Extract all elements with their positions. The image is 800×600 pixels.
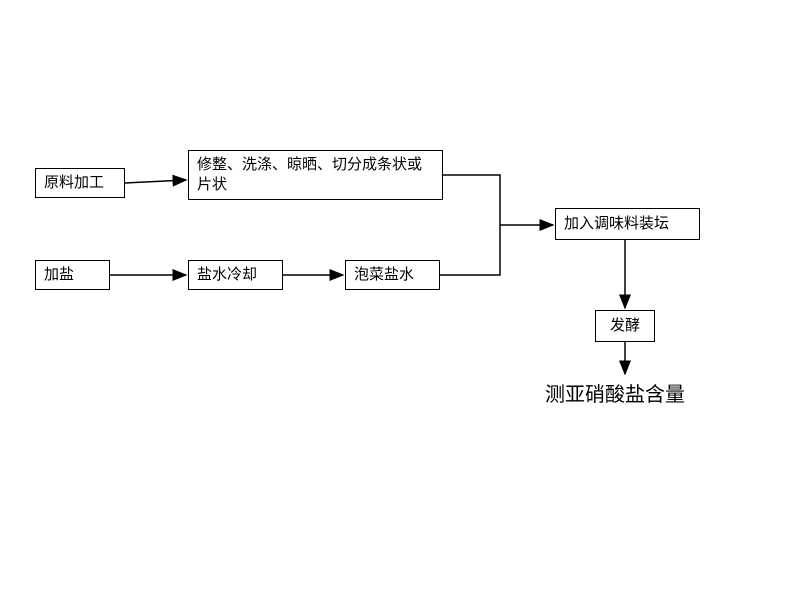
node-label: 加盐 [44,265,74,285]
node-label: 盐水冷却 [197,265,257,285]
flowchart-arrows [0,0,800,600]
node-add-salt: 加盐 [35,260,110,290]
node-ferment: 发酵 [595,310,655,342]
output-label: 测亚硝酸盐含量 [545,378,685,407]
node-seasoning-jar: 加入调味料装坛 [555,208,700,240]
node-label: 泡菜盐水 [354,265,414,285]
node-pickle-brine: 泡菜盐水 [345,260,440,290]
output-text: 测亚硝酸盐含量 [545,384,685,406]
node-raw-processing: 原料加工 [35,168,125,198]
node-label: 发酵 [610,316,640,336]
node-brine-cool: 盐水冷却 [188,260,283,290]
node-label: 加入调味料装坛 [564,214,669,234]
node-trim-wash: 修整、洗涤、晾晒、切分成条状或片状 [188,150,443,200]
node-label: 原料加工 [44,173,104,193]
node-label: 修整、洗涤、晾晒、切分成条状或片状 [197,155,434,194]
